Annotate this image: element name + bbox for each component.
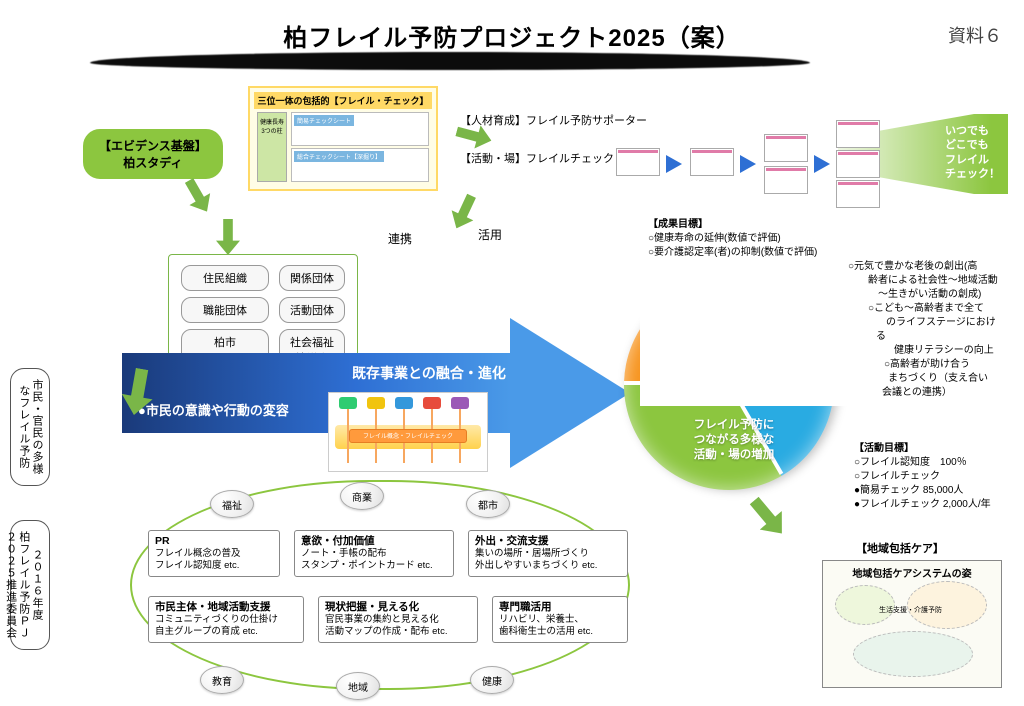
initiative-box: 外出・交流支援 集いの場所・居場所づくり外出しやすいまちづくり etc. [468,530,628,577]
brush-stroke [90,52,810,70]
goal-header: 【活動目標】 [854,442,1006,456]
fbox-body: 集いの場所・居場所づくり外出しやすいまちづくり etc. [475,548,621,572]
fbox-hd: 意欲・付加価値 [301,535,447,548]
fbox-hd: 専門職活用 [499,601,621,614]
green-arrow-icon [743,491,793,543]
label-katsudo: 【活動・場】フレイルチェック [460,150,614,166]
frail-check-poster: 三位一体の包括的【フレイル・チェック】 健康長寿 3つの柱 簡易チェックシート … [248,86,438,191]
goal-line: 齢者による社会性～地域活動 [858,274,1002,288]
fbox-body: コミュニティづくりの仕掛け自主グループの育成 etc. [155,614,297,638]
label-katsuyo: 活用 [478,226,502,243]
initiative-box: PR フレイル概念の普及フレイル認知度 etc. [148,530,280,577]
mid-timeline-chart: フレイル概念・フレイルチェック [328,392,488,472]
green-arrow-icon [216,219,240,255]
org-cell: 住民組織 [181,265,269,291]
community-care-box: 地域包括ケアシステムの姿 生活支援・介護予防 [822,560,1002,688]
org-cell: 職能団体 [181,297,269,323]
arrow-text-bottom: ●市民の意識や行動の変容 [138,400,289,419]
fbox-hd: 現状把握・見える化 [325,601,471,614]
label-renkei: 連携 [388,230,412,247]
carebox-title: 地域包括ケアシステムの姿 [827,565,997,580]
goal-line: ○フレイル認知度 100％ [854,456,1006,470]
mini-card [836,180,880,208]
evidence-bubble: 【エビデンス基盤】 柏スタディ [82,128,224,180]
goal-line: ●簡易チェック 85,000人 [854,484,1006,498]
goal-outcomes: 【成果目標】 ○健康寿命の延伸(数値で評価) ○要介護認定率(者)の抑制(数値で… [640,212,1010,406]
oval-bubble: 都市 [466,490,510,518]
goal-header: 【成果目標】 [648,218,1002,232]
carebox-subtext: 生活支援・介護予防 [879,605,942,615]
initiative-box: 市民主体・地域活動支援 コミュニティづくりの仕掛け自主グループの育成 etc. [148,596,304,643]
mini-card [764,166,808,194]
fbox-body: フレイル概念の普及フレイル認知度 etc. [155,548,273,572]
fbox-body: リハビリ、栄養士、歯科衛生士の活用 etc. [499,614,621,638]
goal-line: ○こども～高齢者まで全て [868,302,1002,316]
goal-line: のライフステージにおける [876,316,1002,344]
poster-tag2: 総合チェックシート【深掘り】 [294,151,384,162]
small-arrow-icon [740,155,756,173]
initiative-box: 専門職活用 リハビリ、栄養士、歯科衛生士の活用 etc. [492,596,628,643]
initiatives-oval [130,480,630,690]
goal-line: 会議との連携） [872,386,1002,400]
mini-card [616,148,660,176]
oval-bubble: 健康 [470,666,514,694]
document-number: 資料６ [948,22,1002,48]
goal-line: ○元気で豊かな老後の創出(高 [848,260,1002,274]
org-cell: 関係団体 [279,265,345,291]
goal-line: ●フレイルチェック 2,000人/年 [854,498,1006,512]
mini-card [836,150,880,178]
mini-card [690,148,734,176]
oval-bubble: 福祉 [210,490,254,518]
initiative-box: 意欲・付加価値 ノート・手帳の配布スタンプ・ポイントカード etc. [294,530,454,577]
small-arrow-icon [814,155,830,173]
oval-bubble: 教育 [200,666,244,694]
fbox-hd: 市民主体・地域活動支援 [155,601,297,614]
green-arrow-icon [446,191,483,234]
goal-line: ○要介護認定率(者)の抑制(数値で評価) [648,246,1002,260]
small-arrow-icon [666,155,682,173]
initiative-box: 現状把握・見える化 官民事業の集約と見える化活動マップの作成・配布 etc. [318,596,478,643]
goal-activity: 【活動目標】 ○フレイル認知度 100％ ○フレイルチェック ●簡易チェック 8… [846,436,1014,518]
arrow-text-top: 既存事業との融合・進化 [352,363,506,383]
poster-tag1: 簡易チェックシート [294,115,354,126]
goal-line: ○フレイルチェック [854,470,1006,484]
evidence-line2: 柏スタディ [123,156,182,170]
label-jinzai: 【人材育成】フレイル予防サポーター [460,112,647,128]
poster-header: 三位一体の包括的【フレイル・チェック】 [254,92,432,109]
org-cell: 活動団体 [279,297,345,323]
fbox-hd: 外出・交流支援 [475,535,621,548]
page-title: 柏フレイル予防プロジェクト2025（案） [283,18,740,53]
midchart-banner: フレイル概念・フレイルチェック [349,429,467,443]
vertical-bubble-1: 市民・官民の多様なフレイル予防 [10,368,50,486]
goal-line: ○健康寿命の延伸(数値で評価) [648,232,1002,246]
mini-card [836,120,880,148]
oval-bubble: 地域 [336,672,380,700]
goal-line: ○高齢者が助け合う [884,358,1002,372]
goal-line: 健康リテラシーの向上 [884,344,1002,358]
goal-line: ～生きがい活動の創成) [868,288,1002,302]
fbox-body: ノート・手帳の配布スタンプ・ポイントカード etc. [301,548,447,572]
mini-card [764,134,808,162]
fbox-hd: PR [155,535,273,548]
poster-side: 健康長寿 3つの柱 [257,112,287,182]
vertical-bubble-2: ２０１６年度柏フレイル予防ＰＪ２０２５推進委員会 [10,520,50,650]
oval-bubble: 商業 [340,482,384,510]
wedge-text: いつでもどこでもフレイルチェック！ [945,124,1000,181]
goal-line: まちづくり（支え合い [878,372,1002,386]
evidence-line1: 【エビデンス基盤】 [99,139,207,153]
green-arrow-icon [179,174,218,217]
fbox-body: 官民事業の集約と見える化活動マップの作成・配布 etc. [325,614,471,638]
carebox-header: 【地域包括ケア】 [856,540,944,556]
